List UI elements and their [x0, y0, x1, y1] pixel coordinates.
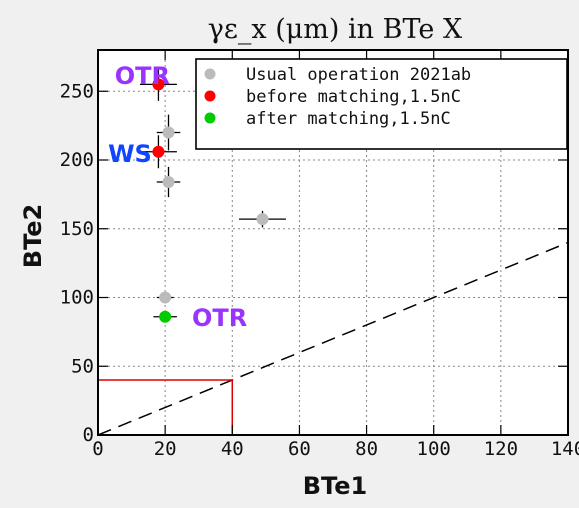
reference-lines — [97, 241, 569, 436]
y-tick-label: 250 — [60, 80, 94, 102]
legend-label: Usual operation 2021ab — [246, 65, 471, 85]
x-tick-label: 140 — [551, 438, 579, 460]
x-tick-label: 100 — [417, 438, 451, 460]
x-tick-label: 60 — [288, 438, 311, 460]
data-point — [159, 291, 172, 304]
annotations: OTR WS OTR — [108, 62, 247, 332]
plot-frame — [97, 49, 569, 436]
y-tick-label: 150 — [60, 218, 94, 240]
y-tick-label: 50 — [71, 355, 94, 377]
tick-labels: 0 20 40 60 80 100 120 140 0 50 100 150 200 250 — [60, 80, 579, 460]
x-tick-label: 40 — [221, 438, 244, 460]
legend-label: after matching,1.5nC — [246, 109, 451, 129]
x-tick-label: 80 — [355, 438, 378, 460]
y-tick-label: 200 — [60, 149, 94, 171]
chart-title: γε_x (μm) in BTe X — [208, 14, 463, 45]
data-point — [162, 176, 175, 188]
y-axis-label: BTe2 — [19, 204, 47, 268]
x-axis-label: BTe1 — [303, 472, 367, 500]
data-point — [159, 310, 172, 323]
gridlines — [98, 50, 568, 435]
y-tick-label: 100 — [60, 287, 94, 309]
x-tick-label: 20 — [154, 438, 177, 460]
x-tick-label: 0 — [92, 438, 103, 460]
diagonal-reference-line — [97, 241, 569, 436]
y-tick-label: 0 — [83, 424, 94, 446]
threshold-box-line — [98, 379, 234, 435]
data-point — [256, 213, 269, 226]
data-point — [152, 145, 165, 158]
legend-box — [195, 58, 568, 150]
annotation-label: OTR — [115, 62, 170, 90]
legend-label: before matching,1.5nC — [246, 87, 461, 107]
legend-marker — [204, 68, 216, 80]
annotation-label: WS — [108, 140, 152, 168]
x-tick-label: 120 — [484, 438, 518, 460]
legend-marker — [204, 90, 216, 102]
data-point — [162, 126, 175, 139]
data-points — [152, 78, 269, 323]
data-point — [152, 78, 165, 91]
annotation-label: OTR — [192, 304, 247, 332]
legend-marker — [204, 112, 216, 124]
